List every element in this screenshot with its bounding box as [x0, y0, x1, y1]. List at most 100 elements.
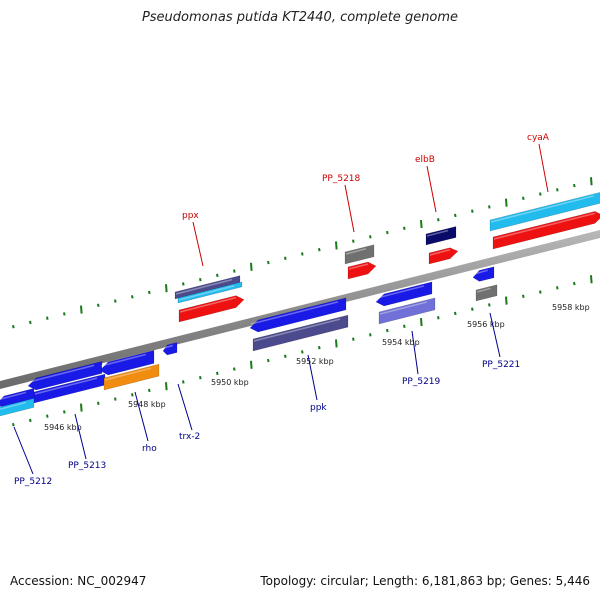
feature-highlight	[493, 212, 596, 240]
feature-highlight	[178, 285, 235, 301]
kbp-label-5946: 5946 kbp	[44, 423, 82, 432]
tick-mark	[182, 380, 185, 384]
feature-highlight	[345, 247, 367, 255]
feature-pp5219-a[interactable]	[375, 281, 433, 307]
gene-label-pp5218[interactable]: PP_5218	[322, 174, 361, 184]
feature-highlight	[490, 195, 595, 223]
feature-pp5213-a[interactable]	[27, 361, 103, 391]
tick-mark	[284, 256, 287, 260]
feature-pp5219-b[interactable]	[378, 297, 436, 325]
gene-label-elbb[interactable]: elbB	[415, 155, 435, 165]
feature-pp5212-cds[interactable]	[0, 398, 35, 417]
gene-label-ppx[interactable]: ppx	[182, 211, 199, 221]
gene-label-trx2[interactable]: trx-2	[179, 432, 200, 442]
tick-mark	[437, 218, 440, 222]
tick-mark	[114, 299, 117, 303]
tick-mark	[284, 354, 287, 358]
tick-mark	[488, 303, 491, 307]
feature-ppk-a[interactable]	[249, 297, 347, 333]
feature-cyaa-gene[interactable]	[492, 211, 600, 250]
feature-ppk-b[interactable]	[252, 314, 349, 352]
feature-rho-a[interactable]	[99, 350, 155, 376]
gene-labels-bottom: PP_5212 PP_5213 rho trx-2 ppk PP_5219 PP…	[14, 360, 520, 487]
tick-mark	[46, 316, 49, 320]
tick-mark	[63, 312, 66, 316]
tick-mark	[250, 360, 253, 369]
tick-row-lower	[12, 275, 593, 427]
kbp-label-5956: 5956 kbp	[467, 320, 505, 329]
feature-highlight	[348, 263, 369, 270]
feature-highlight	[175, 278, 233, 295]
feature-trx2-gene[interactable]	[162, 342, 178, 356]
tick-mark	[12, 325, 15, 329]
feature-pp5221-b[interactable]	[475, 284, 498, 302]
feature-highlight	[426, 229, 449, 237]
gene-label-pp5212[interactable]: PP_5212	[14, 477, 52, 487]
kbp-label-5952: 5952 kbp	[296, 357, 334, 366]
feature-highlight	[0, 401, 27, 410]
tick-mark	[539, 192, 542, 196]
tick-mark	[29, 418, 32, 423]
accession-text: Accession: NC_002947	[10, 574, 147, 588]
tick-mark	[63, 410, 66, 414]
tick-mark	[420, 219, 423, 229]
gene-label-pp5213[interactable]: PP_5213	[68, 461, 106, 471]
gene-labels-top: ppx PP_5218 elbB cyaA	[182, 133, 550, 221]
feature-cyaa-region[interactable]	[489, 192, 600, 232]
gene-label-ppk[interactable]: ppk	[310, 403, 327, 413]
scale-ticks	[12, 177, 593, 427]
gene-label-pp5221[interactable]: PP_5221	[482, 360, 520, 370]
tick-mark	[335, 241, 338, 250]
tick-mark	[488, 205, 491, 209]
tick-mark	[369, 235, 372, 239]
tick-mark	[233, 269, 236, 273]
tick-mark	[182, 282, 185, 286]
gene-label-pp5219[interactable]: PP_5219	[402, 377, 441, 387]
tick-mark	[471, 307, 474, 311]
feature-elbb-gene[interactable]	[428, 247, 459, 265]
tick-mark	[556, 286, 559, 290]
tick-mark	[216, 371, 219, 376]
tick-mark	[556, 188, 559, 192]
feature-highlight	[253, 318, 341, 342]
kbp-label-5950: 5950 kbp	[211, 378, 249, 387]
tick-mark	[573, 183, 576, 188]
tick-mark	[590, 275, 593, 284]
tick-mark	[539, 290, 542, 294]
feature-pp5218-region[interactable]	[344, 244, 375, 265]
tick-row-upper	[12, 177, 593, 329]
feature-pp5218-gene[interactable]	[347, 261, 377, 280]
tick-mark	[352, 239, 355, 243]
tick-mark	[471, 209, 474, 213]
feature-highlight	[28, 364, 95, 383]
gene-label-rho[interactable]: rho	[142, 444, 157, 454]
tick-mark	[386, 230, 389, 235]
tick-mark	[505, 198, 508, 207]
feature-rho-gene[interactable]	[103, 363, 160, 391]
tick-mark	[454, 311, 457, 316]
tick-mark	[505, 296, 508, 305]
feature-highlight	[429, 248, 451, 256]
tick-mark	[114, 397, 117, 401]
kbp-label-5948: 5948 kbp	[128, 400, 166, 409]
tick-mark	[46, 414, 49, 418]
feature-ppx-cds[interactable]	[177, 281, 243, 304]
tick-mark	[420, 317, 423, 327]
tick-mark	[301, 350, 304, 354]
tick-mark	[12, 423, 15, 427]
tick-mark	[199, 375, 202, 380]
feature-ppx-gene[interactable]	[178, 295, 245, 323]
tick-mark	[148, 290, 151, 295]
feature-elbb-region[interactable]	[425, 226, 457, 246]
feature-highlight	[0, 391, 27, 400]
feature-pp5221-a[interactable]	[472, 266, 495, 282]
genome-title: Pseudomonas putida KT2440, complete geno…	[141, 10, 459, 25]
kbp-labels: 5946 kbp 5948 kbp 5950 kbp 5952 kbp 5954…	[44, 303, 590, 432]
tick-mark	[403, 226, 406, 231]
tick-mark	[80, 403, 83, 412]
gene-label-cyaa[interactable]: cyaA	[527, 133, 550, 143]
feature-highlight	[379, 301, 428, 315]
feature-highlight	[100, 353, 147, 367]
feature-highlight	[250, 301, 339, 325]
